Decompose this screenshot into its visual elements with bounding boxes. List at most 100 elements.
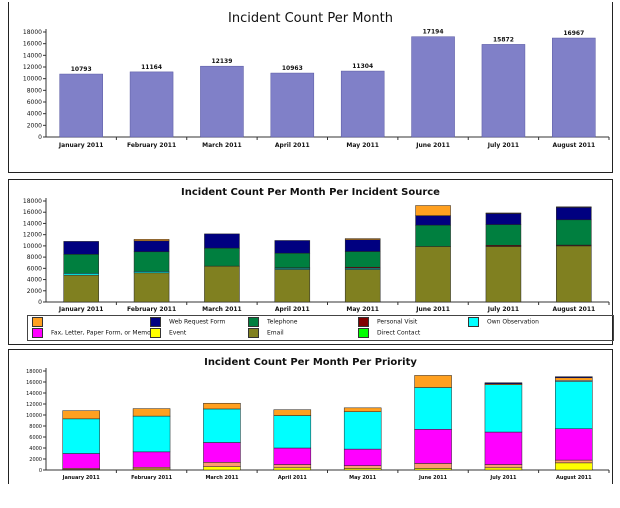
bar-segment bbox=[414, 463, 452, 469]
x-tick-label: May 2011 bbox=[346, 306, 379, 313]
bar-segment bbox=[204, 233, 240, 249]
x-tick-label: August 2011 bbox=[552, 142, 595, 149]
y-tick-label: 4000 bbox=[27, 277, 42, 284]
bar-segment bbox=[556, 207, 592, 221]
x-tick-label: May 2011 bbox=[346, 142, 379, 149]
bar-segment bbox=[273, 464, 312, 469]
bar-segment bbox=[485, 213, 522, 225]
legend-swatch bbox=[358, 317, 369, 327]
legend-swatch bbox=[150, 328, 161, 338]
bar-segment bbox=[343, 411, 382, 450]
y-tick-label: 6000 bbox=[27, 99, 42, 106]
bar bbox=[200, 65, 244, 138]
bar-segment bbox=[63, 273, 99, 276]
bar-segment bbox=[484, 382, 523, 385]
chart-title: Incident Count Per Month bbox=[228, 11, 393, 26]
bar-segment bbox=[555, 428, 593, 461]
bar-segment bbox=[555, 459, 593, 464]
y-tick-label: 4000 bbox=[29, 446, 42, 452]
bar-segment bbox=[132, 415, 171, 453]
bar-segment bbox=[204, 247, 240, 267]
bar-segment bbox=[63, 241, 99, 255]
legend-label: Event bbox=[169, 329, 187, 337]
legend-item: Event bbox=[150, 328, 186, 339]
x-tick-label: June 2011 bbox=[418, 475, 448, 481]
bar-segment bbox=[414, 429, 452, 464]
bar-segment bbox=[132, 408, 171, 417]
bar-segment bbox=[555, 462, 593, 471]
bar-segment bbox=[132, 451, 171, 468]
x-tick-label: June 2011 bbox=[415, 142, 450, 149]
bar-segment bbox=[274, 269, 311, 303]
legend-swatch bbox=[32, 328, 43, 338]
bar-segment bbox=[62, 410, 100, 420]
bar-segment bbox=[343, 448, 382, 466]
x-tick-label: April 2011 bbox=[275, 142, 310, 149]
bar-segment bbox=[484, 464, 523, 469]
data-label: 10793 bbox=[71, 66, 92, 73]
legend-swatch bbox=[32, 317, 43, 327]
bar bbox=[411, 36, 455, 138]
legend-item: Fax, Letter, Paper Form, or Memo bbox=[32, 328, 151, 339]
x-tick-label: June 2011 bbox=[415, 306, 450, 313]
bar-segment bbox=[63, 274, 99, 303]
bar-segment bbox=[344, 239, 381, 252]
x-tick-label: August 2011 bbox=[552, 306, 595, 313]
bar bbox=[270, 72, 315, 138]
bar-segment bbox=[415, 215, 451, 226]
bar-segment bbox=[63, 254, 99, 274]
legend-swatch bbox=[150, 317, 161, 327]
bar-segment bbox=[204, 265, 240, 303]
chart-panel-priority: Incident Count Per Month Per Priority 0 20… bbox=[8, 349, 613, 484]
data-label: 11304 bbox=[352, 63, 373, 70]
y-tick-label: 12000 bbox=[26, 402, 42, 408]
bar-segment bbox=[133, 239, 170, 242]
x-tick-label: March 2011 bbox=[202, 142, 242, 149]
bar-segment bbox=[556, 206, 592, 208]
y-tick-label: 12000 bbox=[23, 232, 42, 239]
legend-label: Own Observation bbox=[487, 318, 539, 326]
x-tick-label: March 2011 bbox=[205, 475, 239, 481]
data-label: 10963 bbox=[282, 65, 303, 72]
legend-swatch bbox=[468, 317, 479, 327]
bar-segment bbox=[343, 465, 382, 469]
x-tick-label: February 2011 bbox=[131, 475, 172, 481]
bar-segment bbox=[133, 240, 170, 253]
bar-segment bbox=[273, 447, 312, 465]
legend-item: Direct Contact bbox=[358, 328, 420, 339]
bar bbox=[552, 37, 596, 138]
legend-label: Fax, Letter, Paper Form, or Memo bbox=[51, 329, 151, 337]
y-tick-label: 12000 bbox=[23, 64, 42, 71]
y-tick-label: 4000 bbox=[27, 111, 42, 118]
bar-segment bbox=[485, 212, 522, 214]
y-tick-label: 10000 bbox=[23, 76, 42, 83]
bar-segment bbox=[203, 408, 241, 443]
legend-label: Personal Visit bbox=[377, 318, 418, 326]
legend-swatch bbox=[358, 328, 369, 338]
bar-segment bbox=[555, 381, 593, 429]
bar bbox=[340, 70, 385, 138]
bar-segment bbox=[274, 240, 311, 254]
legend-label: Email bbox=[267, 329, 284, 337]
legend-item: Email bbox=[248, 328, 284, 339]
chart-incident-source: Incident Count Per Month Per Incident So… bbox=[23, 187, 610, 313]
bar-segment bbox=[343, 407, 382, 412]
bar-segment bbox=[484, 431, 523, 465]
chart-panel-incident-count: Incident Count Per Month 0 2000 4000 6000 800… bbox=[8, 2, 613, 173]
bar-segment bbox=[273, 409, 312, 416]
bar bbox=[129, 71, 174, 138]
legend-item bbox=[32, 317, 51, 328]
bar-segment bbox=[556, 219, 592, 246]
x-tick-label: January 2011 bbox=[58, 142, 104, 149]
bar-segment bbox=[273, 467, 312, 471]
legend-label: Telephone bbox=[267, 318, 298, 326]
bar-segment bbox=[485, 224, 522, 246]
legend-item: Telephone bbox=[248, 317, 297, 328]
bar-segment bbox=[556, 245, 592, 303]
data-label: 11164 bbox=[141, 64, 162, 71]
x-tick-label: January 2011 bbox=[58, 306, 104, 313]
bar-segment bbox=[484, 467, 523, 471]
y-tick-label: 2000 bbox=[29, 457, 42, 463]
y-tick-label: 18000 bbox=[23, 29, 42, 36]
bar-segment bbox=[344, 238, 381, 240]
